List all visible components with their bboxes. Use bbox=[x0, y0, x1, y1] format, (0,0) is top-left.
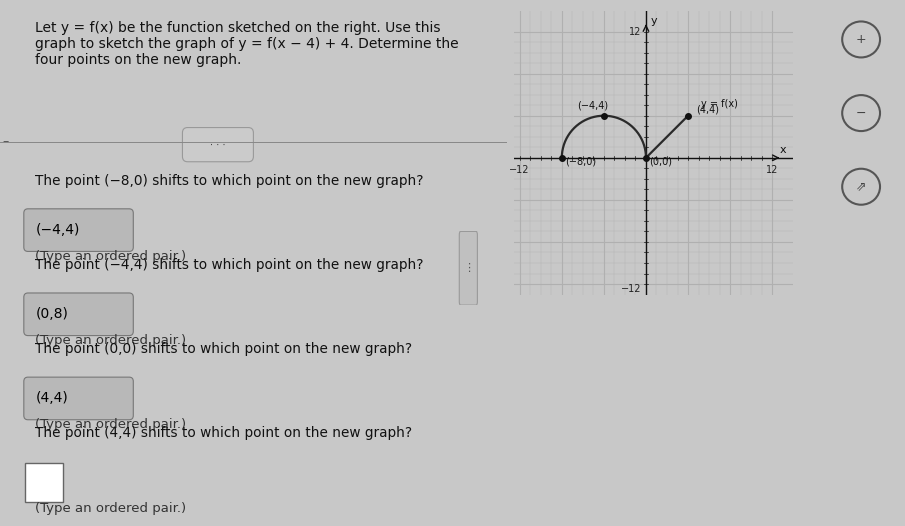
Text: (−8,0): (−8,0) bbox=[565, 156, 596, 166]
FancyBboxPatch shape bbox=[24, 377, 133, 420]
Text: The point (−4,4) shifts to which point on the new graph?: The point (−4,4) shifts to which point o… bbox=[35, 258, 424, 272]
Text: 12: 12 bbox=[766, 165, 778, 175]
Text: (−4,4): (−4,4) bbox=[35, 223, 80, 237]
Text: (4,4): (4,4) bbox=[35, 391, 68, 406]
Text: ⋮: ⋮ bbox=[462, 263, 474, 274]
Text: (4,4): (4,4) bbox=[697, 105, 719, 115]
Text: ⋅ ⋅ ⋅: ⋅ ⋅ ⋅ bbox=[210, 139, 225, 150]
FancyBboxPatch shape bbox=[24, 293, 133, 336]
Text: (0,8): (0,8) bbox=[35, 307, 69, 321]
Text: −12: −12 bbox=[621, 284, 642, 295]
Text: ⇗: ⇗ bbox=[856, 180, 866, 193]
Text: x: x bbox=[779, 145, 786, 155]
FancyBboxPatch shape bbox=[459, 231, 478, 305]
Text: y = f(x): y = f(x) bbox=[700, 99, 738, 109]
Text: +: + bbox=[856, 33, 866, 46]
Text: −12: −12 bbox=[510, 165, 530, 175]
Text: The point (−8,0) shifts to which point on the new graph?: The point (−8,0) shifts to which point o… bbox=[35, 174, 424, 188]
Text: y: y bbox=[650, 16, 657, 26]
Text: (Type an ordered pair.): (Type an ordered pair.) bbox=[35, 334, 186, 347]
Text: The point (4,4) shifts to which point on the new graph?: The point (4,4) shifts to which point on… bbox=[35, 426, 413, 440]
FancyBboxPatch shape bbox=[24, 209, 133, 251]
Text: (Type an ordered pair.): (Type an ordered pair.) bbox=[35, 250, 186, 263]
Text: −: − bbox=[856, 107, 866, 119]
FancyBboxPatch shape bbox=[25, 463, 63, 502]
Text: Let y = f(x) be the function sketched on the right. Use this
graph to sketch the: Let y = f(x) be the function sketched on… bbox=[35, 21, 459, 67]
FancyBboxPatch shape bbox=[183, 127, 253, 162]
Text: 12: 12 bbox=[629, 26, 642, 37]
Text: (Type an ordered pair.): (Type an ordered pair.) bbox=[35, 502, 186, 515]
Text: (0,0): (0,0) bbox=[649, 156, 672, 166]
Text: (Type an ordered pair.): (Type an ordered pair.) bbox=[35, 418, 186, 431]
Text: –: – bbox=[3, 136, 8, 148]
Text: (−4,4): (−4,4) bbox=[577, 100, 609, 110]
Text: The point (0,0) shifts to which point on the new graph?: The point (0,0) shifts to which point on… bbox=[35, 342, 413, 356]
